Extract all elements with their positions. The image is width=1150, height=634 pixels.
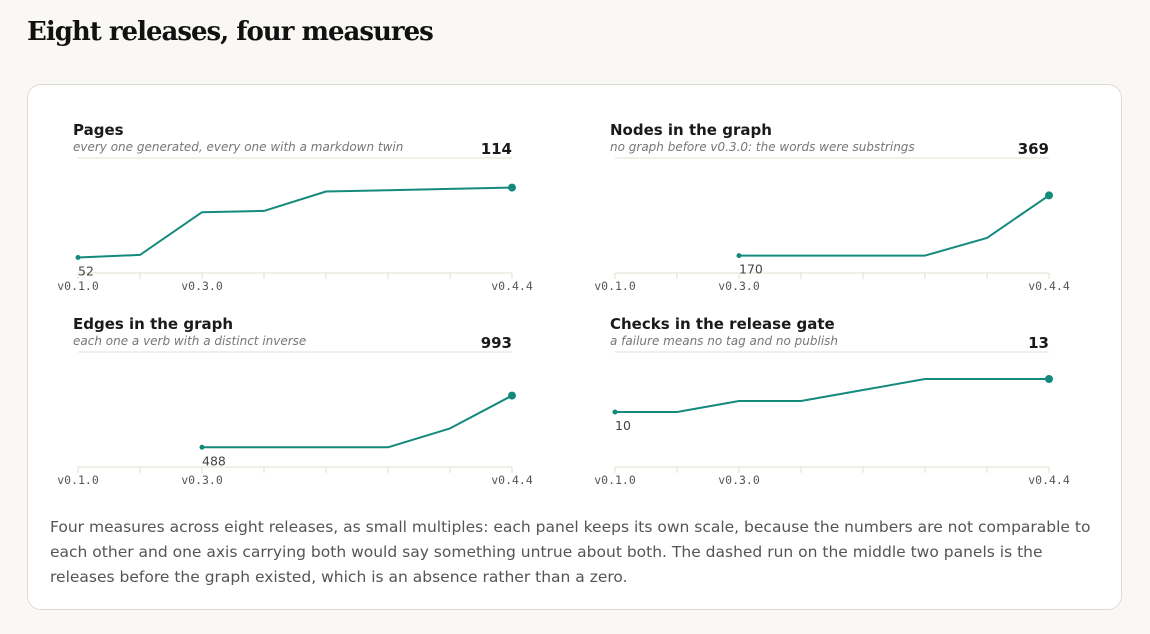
x-tick-label: v0.1.0 xyxy=(57,279,99,293)
x-tick-label: v0.3.0 xyxy=(181,473,223,487)
series-end-label: 114 xyxy=(481,140,512,158)
x-tick-label: v0.4.4 xyxy=(491,473,533,487)
x-tick-label: v0.1.0 xyxy=(594,473,636,487)
x-tick-label: v0.3.0 xyxy=(718,279,760,293)
series-end-point xyxy=(1045,375,1053,383)
x-tick-label: v0.1.0 xyxy=(594,279,636,293)
x-tick-label: v0.4.4 xyxy=(491,279,533,293)
panel-title: Pages xyxy=(73,121,124,139)
series-start-point xyxy=(612,409,618,415)
series-line xyxy=(77,186,513,259)
series-start-label: 10 xyxy=(615,418,631,433)
series-end-point xyxy=(508,391,516,400)
series-start-point xyxy=(75,254,81,260)
charts-card: Pages every one generated, every one with… xyxy=(27,84,1122,610)
series-start-label: 488 xyxy=(202,453,226,468)
series-end-label: 13 xyxy=(1028,334,1049,352)
x-tick-label: v0.3.0 xyxy=(181,279,223,293)
x-tick-label: v0.4.4 xyxy=(1028,279,1070,293)
series-end-point xyxy=(508,183,516,192)
series-end-point xyxy=(1045,191,1053,200)
page-title: Eight releases, four measures xyxy=(27,17,434,47)
panel-title: Checks in the release gate xyxy=(610,315,835,333)
series-start-label: 170 xyxy=(739,262,763,277)
series-end-label: 993 xyxy=(481,334,512,352)
x-tick-label: v0.3.0 xyxy=(718,473,760,487)
series-line xyxy=(615,378,1049,413)
series-line xyxy=(739,194,1050,257)
panel-subtitle: each one a verb with a distinct inverse xyxy=(73,334,306,348)
series-line xyxy=(202,394,513,449)
panel-subtitle: a failure means no tag and no publish xyxy=(610,334,838,348)
panel-subtitle: no graph before v0.3.0: the words were s… xyxy=(610,140,915,154)
x-tick-label: v0.1.0 xyxy=(57,473,99,487)
series-start-point xyxy=(736,253,742,259)
panel-subtitle: every one generated, every one with a ma… xyxy=(73,140,403,154)
series-start-label: 52 xyxy=(78,263,94,278)
series-start-point xyxy=(199,444,205,450)
panel-title: Edges in the graph xyxy=(73,315,233,333)
x-tick-label: v0.4.4 xyxy=(1028,473,1070,487)
chart-caption: Four measures across eight releases, as … xyxy=(50,518,1091,586)
series-end-label: 369 xyxy=(1018,140,1049,158)
panel-title: Nodes in the graph xyxy=(610,121,772,139)
